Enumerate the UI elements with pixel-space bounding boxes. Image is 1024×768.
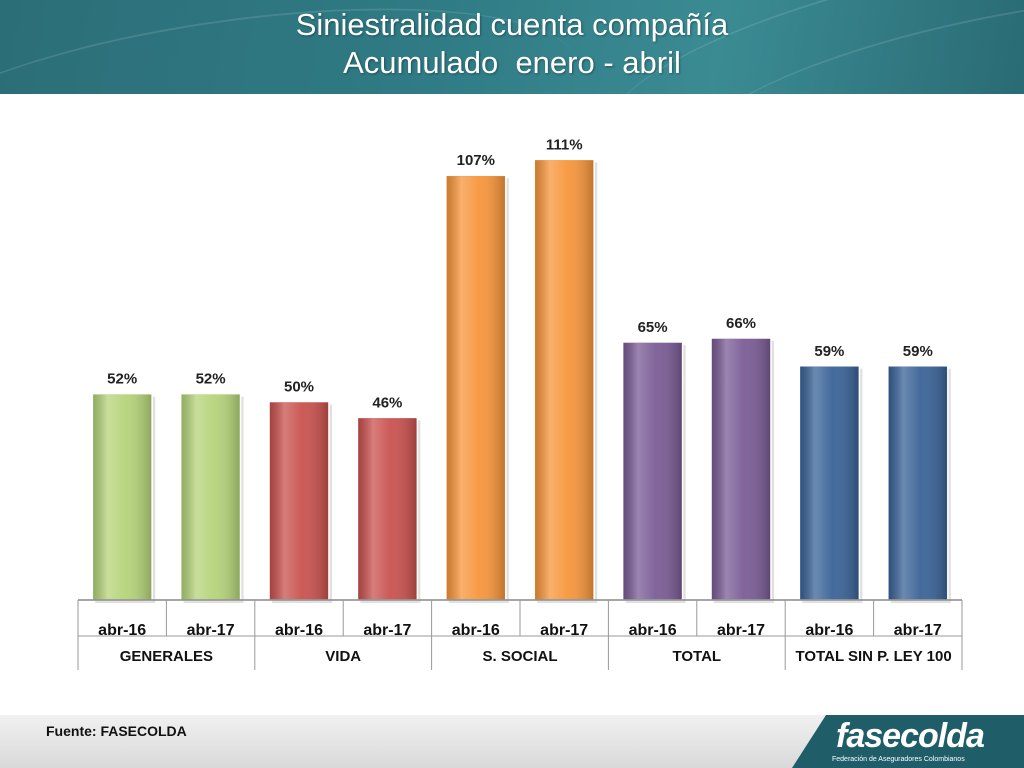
logo-subtitle: Federación de Aseguradores Colombianos bbox=[832, 756, 965, 763]
data-label: 66% bbox=[726, 315, 756, 332]
bar-s-social-abr-16: 107% bbox=[445, 152, 509, 603]
title-line-1: Siniestralidad cuenta compañía bbox=[295, 7, 729, 42]
bar-total-abr-16: 65% bbox=[621, 319, 686, 603]
bar-s-social-abr-17: 111% bbox=[533, 136, 598, 603]
bar-highlight bbox=[181, 394, 240, 600]
bar-highlight bbox=[93, 394, 152, 600]
x-tick-label: abr-16 bbox=[452, 622, 500, 639]
source-label: Fuente: FASECOLDA bbox=[46, 723, 187, 739]
footer: Fuente: FASECOLDA fasecolda Federación d… bbox=[0, 715, 1024, 768]
bar-generales-abr-16: 52% bbox=[91, 371, 156, 603]
bar-vida-abr-17: 46% bbox=[356, 394, 421, 603]
bar-generales-abr-17: 52% bbox=[179, 371, 244, 603]
bar-highlight bbox=[800, 366, 859, 600]
bar-total-abr-17: 66% bbox=[710, 315, 774, 603]
page-title: Siniestralidad cuenta compañía Acumulado… bbox=[0, 6, 1024, 82]
x-tick-label: abr-17 bbox=[187, 622, 235, 639]
group-label: VIDA bbox=[325, 648, 361, 665]
data-label: 111% bbox=[546, 136, 583, 153]
data-label: 46% bbox=[372, 394, 402, 411]
data-label: 52% bbox=[196, 371, 226, 388]
bar-chart: 52% 52% 50%46%107%111%65% 66%59% 59% abr-16 a… bbox=[77, 136, 963, 670]
data-label: 52% bbox=[107, 371, 137, 388]
bar-highlight bbox=[358, 418, 417, 600]
data-label: 107% bbox=[457, 152, 495, 169]
fasecolda-logo: fasecolda Federación de Aseguradores Col… bbox=[792, 715, 1024, 768]
x-tick-label: abr-17 bbox=[540, 622, 588, 639]
group-label: TOTAL bbox=[672, 648, 721, 665]
x-tick-label: abr-17 bbox=[717, 622, 765, 639]
data-label: 59% bbox=[814, 343, 844, 360]
x-tick-label: abr-17 bbox=[363, 622, 411, 639]
logo-wordmark: fasecolda bbox=[836, 717, 985, 755]
title-line-2: Acumulado enero - abril bbox=[343, 45, 681, 80]
bar-total-sin-p-ley-100-abr-17: 59% bbox=[887, 343, 951, 603]
group-label: GENERALES bbox=[120, 648, 213, 665]
category-axis-table: abr-16 abr-17 abr-16 abr-17 abr-16 abr-17 abr-… bbox=[77, 599, 963, 670]
data-label: 65% bbox=[638, 319, 668, 336]
bar-highlight bbox=[270, 402, 328, 600]
data-label: 50% bbox=[284, 379, 314, 396]
bar-highlight bbox=[535, 160, 594, 600]
x-tick-label: abr-16 bbox=[629, 622, 677, 639]
bar-vida-abr-16: 50% bbox=[268, 379, 332, 603]
group-label: TOTAL SIN P. LEY 100 bbox=[796, 648, 952, 665]
header-banner: Siniestralidad cuenta compañía Acumulado… bbox=[0, 0, 1024, 94]
x-tick-label: abr-17 bbox=[894, 622, 942, 639]
bars-layer: 52% 52% 50% 46% 107% 111% 65% 66% 59% 59% bbox=[91, 136, 951, 603]
x-tick-label: abr-16 bbox=[275, 622, 323, 639]
x-tick-label: abr-16 bbox=[98, 622, 146, 639]
x-tick-label: abr-16 bbox=[805, 622, 853, 639]
data-label: 59% bbox=[903, 343, 933, 360]
bar-total-sin-p-ley-100-abr-16: 59% bbox=[798, 343, 863, 603]
bar-highlight bbox=[888, 366, 947, 600]
bar-highlight bbox=[712, 338, 770, 600]
group-label: S. SOCIAL bbox=[482, 648, 557, 665]
bar-highlight bbox=[446, 176, 505, 600]
bar-highlight bbox=[623, 342, 682, 600]
